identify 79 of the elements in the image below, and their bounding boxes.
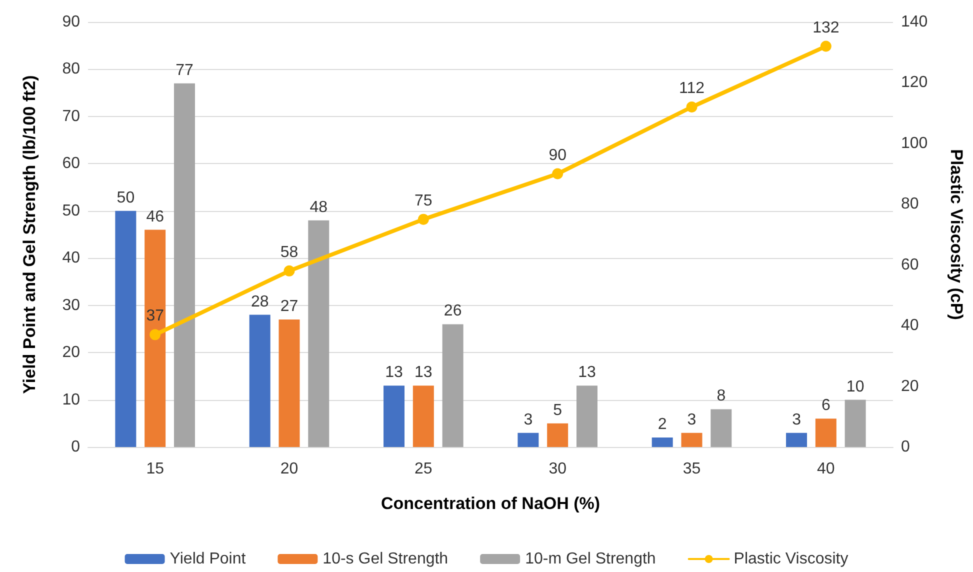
y2-tick-label: 40	[901, 317, 919, 334]
y-tick-label: 80	[62, 60, 80, 78]
y2-tick-label: 20	[901, 378, 919, 395]
y2-tick-label: 120	[901, 74, 928, 92]
data-label: 3	[687, 411, 696, 428]
bar	[115, 210, 136, 447]
x-tick-label: 15	[146, 460, 164, 478]
data-label: 50	[116, 189, 135, 206]
data-label: 28	[250, 293, 269, 310]
y-tick-label: 40	[62, 250, 80, 267]
x-tick-label: 30	[548, 460, 567, 478]
bar	[844, 400, 866, 447]
x-tick-label: 40	[817, 460, 835, 478]
y2-tick-label: 140	[901, 14, 928, 30]
x-tick-label: 35	[682, 460, 701, 478]
bar	[681, 432, 702, 447]
y-tick-label: 10	[62, 391, 80, 408]
y-tick-label: 50	[62, 202, 80, 220]
y-tick-label: 30	[62, 296, 80, 314]
data-label: 3	[792, 411, 802, 428]
data-label: 13	[578, 364, 596, 382]
y2-tick-label: 100	[901, 134, 928, 152]
bar	[384, 386, 405, 447]
x-tick-label: 20	[280, 460, 298, 478]
data-label: 8	[716, 388, 726, 405]
data-label: 5	[553, 402, 562, 419]
bar	[576, 386, 598, 447]
data-label: 77	[176, 62, 194, 79]
bar	[518, 432, 539, 447]
legend-label: 10-m Gel Strength	[525, 550, 656, 568]
data-label: 48	[310, 198, 328, 216]
y2-tick-label: 0	[901, 438, 910, 456]
data-label: 37	[146, 308, 164, 325]
y-tick-label: 20	[62, 344, 80, 362]
bar	[278, 320, 300, 447]
y-tick-label: 90	[62, 14, 80, 30]
data-label: 46	[146, 208, 164, 226]
legend-label: Yield Point	[170, 550, 246, 568]
point	[418, 214, 429, 225]
data-label: 13	[385, 364, 404, 382]
point	[150, 329, 161, 340]
point	[686, 102, 698, 112]
data-label: 58	[280, 244, 298, 261]
data-label: 13	[414, 364, 432, 382]
x-tick-label: 25	[414, 460, 432, 478]
bar	[786, 432, 808, 447]
y-tick-label: 70	[62, 108, 80, 125]
data-label: 2	[658, 416, 667, 434]
bar	[249, 314, 270, 447]
bar	[652, 438, 673, 447]
bar	[547, 423, 568, 447]
y2-tick-label: 80	[901, 196, 919, 213]
bar	[412, 386, 434, 447]
point	[552, 168, 564, 180]
bar	[442, 324, 464, 447]
legend-label: Plastic Viscosity	[734, 550, 848, 568]
data-label: 112	[678, 80, 705, 97]
bar	[815, 418, 836, 447]
y2-tick-label: 60	[901, 256, 919, 274]
x-axis-title: Concentration of NaOH (%)	[380, 494, 600, 513]
data-label: 75	[414, 192, 432, 210]
data-label: 90	[548, 146, 567, 164]
bar	[174, 83, 195, 447]
point	[820, 40, 832, 52]
y-axis-title: Yield Point and Gel Strength (lb/100 ft2)	[20, 75, 39, 394]
data-label: 6	[821, 397, 830, 414]
bar	[710, 409, 732, 447]
legend-label: 10-s Gel Strength	[322, 550, 448, 568]
data-label: 3	[524, 411, 533, 428]
bar	[144, 230, 166, 447]
data-label: 132	[812, 19, 840, 36]
data-label: 10	[846, 378, 864, 396]
y2-axis-title: Plastic Viscosity (cP)	[947, 149, 966, 320]
point	[284, 265, 295, 276]
y-tick-label: 0	[71, 438, 80, 456]
y-tick-label: 60	[62, 155, 80, 172]
data-label: 26	[444, 302, 462, 320]
data-label: 27	[280, 298, 298, 315]
bar	[308, 220, 330, 447]
